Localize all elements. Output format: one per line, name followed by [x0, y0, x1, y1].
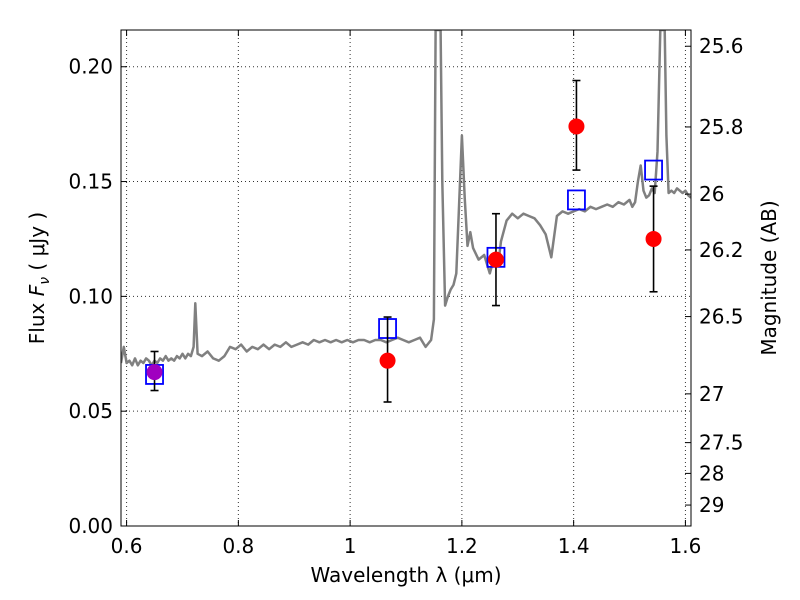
ticks: 0.6 0.8 1 1.2 1.4 1.6 0.00 0.05 0.10 0.15 0.20 25.6… — [68, 30, 744, 558]
model-point-square — [644, 159, 663, 181]
photometry-point — [379, 352, 396, 369]
y-tick-label: 0.15 — [68, 170, 113, 194]
y2-tick-label: 25.6 — [699, 34, 744, 58]
y-tick-label: 0.10 — [68, 284, 113, 308]
x-axis-label: Wavelength λ (μm) — [310, 563, 501, 587]
y2-tick-label: 26.5 — [699, 305, 744, 329]
x-tick-label: 0.6 — [111, 534, 143, 558]
x-tick-label: 1.6 — [670, 534, 702, 558]
photometry-point — [487, 251, 504, 268]
x-tick-label: 0.8 — [222, 534, 254, 558]
grid — [121, 30, 691, 526]
x-tick-label: 1 — [344, 534, 357, 558]
y-axis-label: Flux Fν ( μJy ) — [25, 212, 53, 344]
y-axis-label-prefix: Flux — [25, 296, 49, 344]
x-tick-label: 1.4 — [558, 534, 590, 558]
spectrum-line — [121, 30, 691, 367]
y2-tick-label: 29 — [699, 493, 724, 517]
data-layer — [121, 30, 691, 367]
y2-axis-label: Magnitude (AB) — [757, 200, 781, 355]
y2-tick-label: 28 — [699, 461, 724, 485]
plot-background — [121, 30, 691, 526]
y-axis-label-suffix: ( μJy ) — [25, 212, 49, 277]
y-axis-label-sub: ν — [37, 277, 53, 285]
y-tick-label: 0.00 — [68, 514, 113, 538]
photometry-point — [645, 230, 662, 247]
model-point-square — [567, 189, 586, 211]
photometry-point — [568, 118, 585, 135]
y-tick-label: 0.05 — [68, 399, 113, 423]
y2-tick-label: 26.2 — [699, 238, 744, 262]
marker-layer — [145, 79, 663, 403]
y2-tick-label: 27 — [699, 382, 724, 406]
plot-frame — [120, 29, 692, 527]
photometry-point — [146, 364, 163, 381]
x-tick-label: 1.2 — [446, 534, 478, 558]
y2-tick-label: 27.5 — [699, 431, 744, 455]
y-axis-label-var: F — [25, 284, 49, 296]
y-tick-label: 0.20 — [68, 55, 113, 79]
y2-tick-label: 25.8 — [699, 115, 744, 139]
y2-tick-label: 26 — [699, 182, 724, 206]
